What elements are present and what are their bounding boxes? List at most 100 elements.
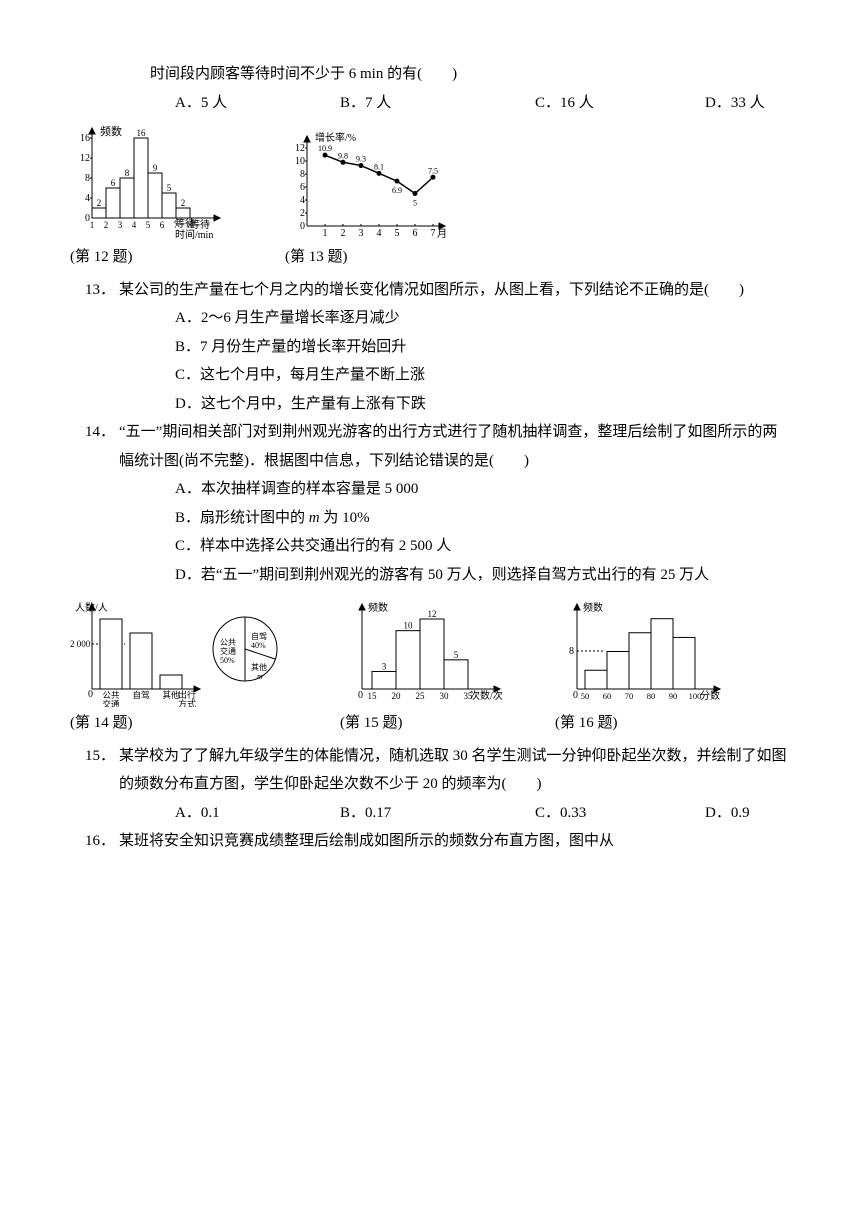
svg-text:交通: 交通 [220,646,236,656]
q16-caption: (第 16 题) [555,707,618,738]
q12-opt-c: C．16 人 [535,89,705,118]
q15: 15． 某学校为了了解九年级学生的体能情况，随机选取 30 名学生测试一分钟仰卧… [70,742,790,799]
q13-opt-b: B．7 月份生产量的增长率开始回升 [70,333,790,362]
svg-text:16: 16 [80,133,90,144]
svg-text:4: 4 [85,193,90,204]
q15-stem: 某学校为了了解九年级学生的体能情况，随机选取 30 名学生测试一分钟仰卧起坐次数… [119,742,790,799]
svg-text:交通: 交通 [102,699,120,707]
q13-caption: (第 13 题) [285,241,348,272]
svg-text:5: 5 [413,199,417,208]
q13-opt-d: D．这七个月中，生产量有上涨有下跌 [70,390,790,419]
svg-text:9: 9 [153,163,158,173]
q12-opt-d: D．33 人 [705,89,805,118]
q12-options: A．5 人 B．7 人 C．16 人 D．33 人 [70,89,790,118]
svg-text:10: 10 [404,621,414,631]
q15-options: A．0.1 B．0.17 C．0.33 D．0.9 [70,799,790,828]
svg-text:6: 6 [413,228,418,239]
svg-text:50%: 50% [220,656,235,665]
svg-text:50: 50 [581,691,590,701]
q15-opt-b: B．0.17 [340,799,535,828]
svg-text:3: 3 [382,662,387,672]
svg-text:0: 0 [358,690,363,701]
q13-opt-c: C．这七个月中，每月生产量不断上涨 [70,361,790,390]
svg-text:16: 16 [137,128,147,138]
svg-text:5: 5 [146,220,151,230]
q15-caption: (第 15 题) [340,707,403,738]
svg-text:月: 月 [437,228,447,240]
q12-chart: 2162831649556278 频数 0 4 8 12 16 等待 [70,123,225,233]
q16-number: 16． [70,827,119,856]
q12-opt-b: B．7 人 [340,89,535,118]
svg-text:1: 1 [90,220,95,230]
svg-text:30: 30 [440,691,450,701]
svg-text:2: 2 [341,228,346,239]
svg-text:7.5: 7.5 [428,166,438,175]
svg-text:6: 6 [111,178,116,188]
q14-opt-b: B．扇形统计图中的 m 为 10% [70,504,790,533]
svg-text:频数: 频数 [583,601,603,614]
svg-text:20: 20 [392,691,402,701]
svg-text:40%: 40% [251,641,266,650]
svg-text:10.9: 10.9 [318,144,332,153]
svg-text:方式: 方式 [178,698,196,707]
svg-text:4: 4 [300,195,305,206]
svg-text:2: 2 [181,198,186,208]
charts-row-1: 2162831649556278 频数 0 4 8 12 16 等待 等待时间/… [70,123,790,272]
charts-row-2: 人数/人 2 000 公共交通自驾其他 0 出行 方式 公共 交通 50% [70,599,790,738]
svg-text:5: 5 [454,650,459,660]
svg-text:12: 12 [80,153,90,164]
svg-text:6: 6 [300,182,305,193]
q15-number: 15． [70,742,119,799]
svg-text:自驾: 自驾 [132,690,149,700]
svg-text:70: 70 [625,691,634,701]
svg-text:4: 4 [132,220,137,230]
svg-text:6: 6 [160,220,165,230]
svg-text:8: 8 [85,173,90,184]
svg-text:8: 8 [569,646,574,657]
svg-text:6.9: 6.9 [392,186,402,195]
svg-text:2: 2 [97,198,102,208]
svg-text:10: 10 [295,156,305,167]
svg-text:25: 25 [416,691,426,701]
svg-text:其他: 其他 [251,662,267,672]
svg-text:2: 2 [104,220,109,230]
q13-stem: 某公司的生产量在七个月之内的增长变化情况如图所示，从图上看，下列结论不正确的是(… [119,276,790,305]
svg-text:3: 3 [118,220,123,230]
q14-opt-d: D．若“五一”期间到荆州观光的游客有 50 万人，则选择自驾方式出行的有 25 … [70,561,790,590]
q14-bar-chart: 人数/人 2 000 公共交通自驾其他 0 出行 方式 [70,599,205,707]
svg-text:8: 8 [125,168,130,178]
svg-text:1: 1 [323,228,328,239]
svg-text:0: 0 [573,690,578,701]
q14-number: 14． [70,418,119,475]
svg-text:7: 7 [431,228,436,239]
q14-stem: “五一”期间相关部门对到荆州观光游客的出行方式进行了随机抽样调查，整理后绘制了如… [119,418,790,475]
q15-opt-a: A．0.1 [175,799,340,828]
svg-text:5: 5 [395,228,400,239]
q12-stem-tail: 时间段内顾客等待时间不少于 6 min 的有( ) [70,60,790,89]
svg-text:12: 12 [295,143,305,154]
q12-caption: (第 12 题) [70,241,133,272]
svg-text:m: m [257,672,263,681]
svg-text:次数/次: 次数/次 [470,689,503,702]
q16: 16． 某班将安全知识竞赛成绩整理后绘制成如图所示的频数分布直方图，图中从 [70,827,790,856]
q14-caption: (第 14 题) [70,707,133,738]
q14-opt-a: A．本次抽样调查的样本容量是 5 000 [70,475,790,504]
svg-text:频数: 频数 [100,124,122,138]
svg-text:9.8: 9.8 [338,151,348,160]
q12-opt-a: A．5 人 [175,89,340,118]
q13-number: 13． [70,276,119,305]
svg-text:8.1: 8.1 [374,162,384,171]
svg-text:0: 0 [85,213,90,224]
q15-opt-c: C．0.33 [535,799,705,828]
svg-text:9.3: 9.3 [356,155,366,164]
q13-chart: 0 2 4 6 8 10 12 1234567 10.99.89.38.17.5… [285,131,450,241]
q16-stem: 某班将安全知识竞赛成绩整理后绘制成如图所示的频数分布直方图，图中从 [119,827,790,856]
svg-text:80: 80 [647,691,656,701]
svg-text:3: 3 [359,228,364,239]
exam-page: 时间段内顾客等待时间不少于 6 min 的有( ) A．5 人 B．7 人 C．… [0,0,860,896]
svg-text:0: 0 [88,689,93,700]
q14: 14． “五一”期间相关部门对到荆州观光游客的出行方式进行了随机抽样调查，整理后… [70,418,790,475]
svg-text:5: 5 [167,183,172,193]
q13: 13． 某公司的生产量在七个月之内的增长变化情况如图所示，从图上看，下列结论不正… [70,276,790,305]
svg-text:0: 0 [300,221,305,232]
